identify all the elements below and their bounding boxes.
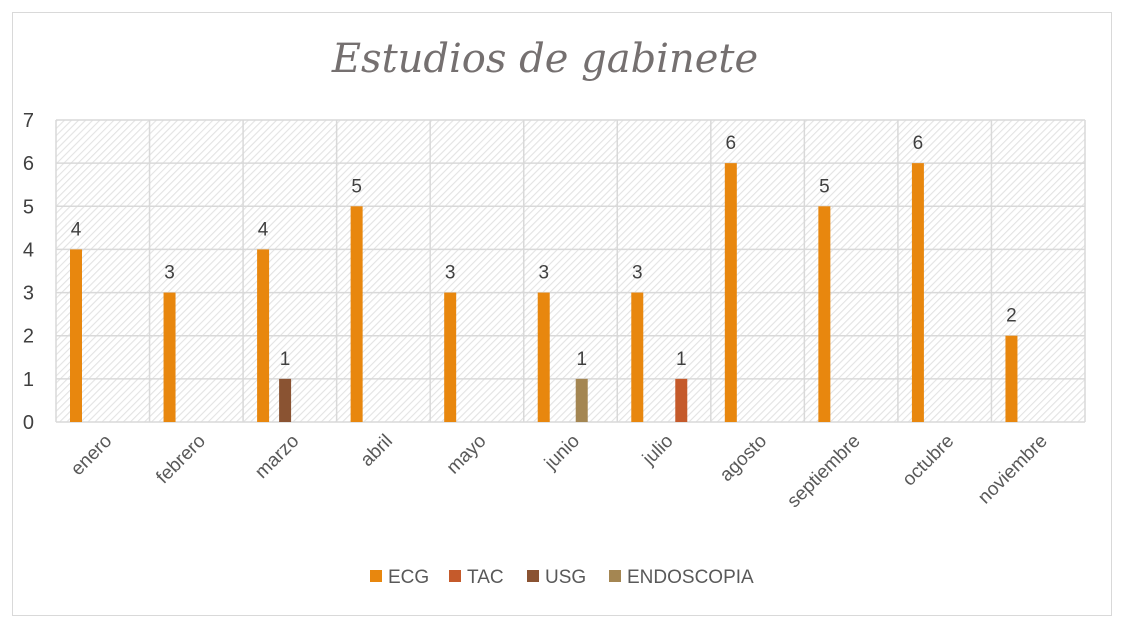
data-label: 5 [351,176,362,197]
data-label: 1 [576,349,587,370]
legend-swatch-tac [449,570,461,582]
data-label: 5 [819,176,830,197]
legend-label-endoscopia: ENDOSCOPIA [627,567,754,588]
y-tick-label: 7 [23,110,34,132]
data-label: 6 [726,133,737,154]
y-tick-label: 4 [23,239,34,261]
x-tick-label: septiembre [783,431,864,512]
data-label: 4 [258,219,269,240]
x-tick-label: abril [357,431,397,471]
plot-area [56,120,1085,422]
data-label: 3 [632,263,643,284]
bar-ecg [724,163,737,422]
data-label: 1 [676,349,687,370]
y-tick-label: 0 [23,412,34,434]
data-label: 1 [280,349,291,370]
legend-label-usg: USG [545,567,586,588]
data-label: 3 [445,263,456,284]
bar-ecg [631,292,644,422]
x-tick-label: julio [638,431,677,470]
bar-endoscopia [575,378,588,422]
bar-ecg [818,206,831,422]
x-tick-label: junio [540,431,584,475]
legend-swatch-ecg [370,570,382,582]
x-tick-label: agosto [716,431,771,486]
bar-ecg [537,292,550,422]
x-axis: enero febrero marzo abril mayo junio julio agos… [67,431,1052,512]
data-label: 2 [1006,306,1017,327]
legend-swatch-usg [527,570,539,582]
data-label: 3 [538,263,549,284]
x-tick-label: marzo [251,431,303,483]
y-tick-label: 3 [23,283,34,305]
bar-ecg [350,206,363,422]
bar-ecg [911,163,924,422]
data-labels: 4 3 4 5 3 3 3 6 5 6 2 1 1 1 [71,133,1017,370]
bar-usg [279,378,292,422]
legend-swatch-endoscopia [609,570,621,582]
x-tick-label: octubre [899,431,959,491]
legend: ECG TAC USG ENDOSCOPIA [370,567,754,588]
bar-tac [675,378,688,422]
data-label: 3 [164,263,175,284]
y-axis: 0 1 2 3 4 5 6 7 [23,110,34,434]
x-tick-label: febrero [152,431,209,488]
data-label: 4 [71,219,82,240]
bar-ecg [70,249,82,422]
x-tick-label: enero [67,431,116,480]
y-tick-label: 5 [23,196,34,218]
bar-ecg [1005,335,1018,422]
data-label: 6 [913,133,924,154]
legend-label-ecg: ECG [388,567,429,588]
y-tick-label: 2 [23,326,34,348]
y-tick-label: 1 [23,369,34,391]
bar-ecg [444,292,457,422]
bar-ecg [257,249,270,422]
bar-ecg [163,292,176,422]
legend-label-tac: TAC [467,567,504,588]
bars [70,163,1018,422]
y-tick-label: 6 [23,153,34,175]
chart-title: Estudios de gabinete [331,36,758,82]
x-tick-label: noviembre [974,431,1052,509]
x-tick-label: mayo [443,431,491,479]
